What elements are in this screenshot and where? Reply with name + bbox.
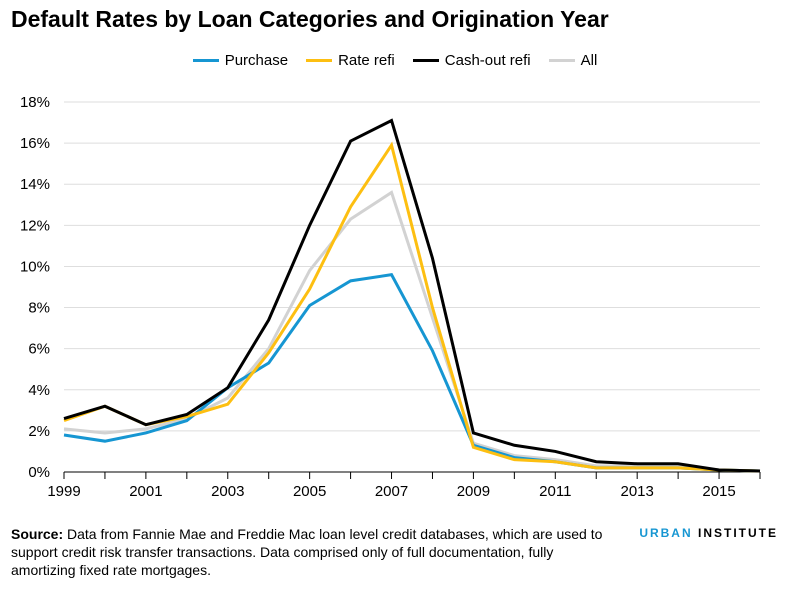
chart-title: Default Rates by Loan Categories and Ori… [11,6,609,32]
legend-swatch [306,59,333,62]
source-label: Source: [11,526,64,542]
legend-swatch [192,59,219,62]
y-tick-label: 6% [28,341,50,358]
x-tick-label: 2015 [702,483,735,500]
x-tick-label: 2011 [539,483,571,500]
x-tick-label: 2001 [129,483,162,500]
y-tick-label: 8% [28,300,50,317]
legend-label: Cash-out refi [444,52,531,69]
source-note: Source: Data from Fannie Mae and Freddie… [11,525,611,579]
series-line-all [63,190,761,473]
legend-item: Rate refi [306,52,395,69]
logo-institute: INSTITUTE [692,526,778,540]
x-tick-label: 2005 [293,483,326,500]
legend-item: Cash-out refi [412,52,531,69]
y-tick-label: 0% [28,464,50,481]
y-tick-label: 10% [20,258,50,275]
logo-urban: URBAN [639,526,693,540]
urban-institute-logo: URBAN INSTITUTE [639,526,778,540]
x-tick-label: 2013 [620,483,653,500]
x-tick-label: 2007 [375,483,408,500]
y-tick-label: 16% [20,135,50,152]
line-chart: 0% 2% 4% 6% 8% 10% 12% 14% 16% 18% 1999 2001 2003 200… [20,94,761,500]
y-tick-label: 12% [20,217,50,234]
y-tick-label: 4% [28,382,50,399]
legend-label: Rate refi [338,52,395,69]
y-tick-label: 14% [20,176,50,193]
series-line-rate-refi [63,141,761,473]
legend-item: Purchase [192,52,289,69]
legend: Purchase Rate refi Cash-out refi All [0,52,790,69]
series-line-purchase [63,273,761,473]
x-tick-label: 1999 [47,483,80,500]
legend-swatch [548,59,575,62]
x-tick-label: 2003 [211,483,244,500]
y-tick-label: 18% [20,94,50,111]
legend-label: Purchase [224,52,289,69]
legend-item: All [548,52,598,69]
series-line-cash-out-refi [63,118,761,473]
source-text: Data from Fannie Mae and Freddie Mac loa… [11,526,603,578]
x-tick-label: 2009 [457,483,490,500]
legend-label: All [580,52,598,69]
y-tick-label: 2% [28,423,50,440]
legend-swatch [412,59,439,62]
